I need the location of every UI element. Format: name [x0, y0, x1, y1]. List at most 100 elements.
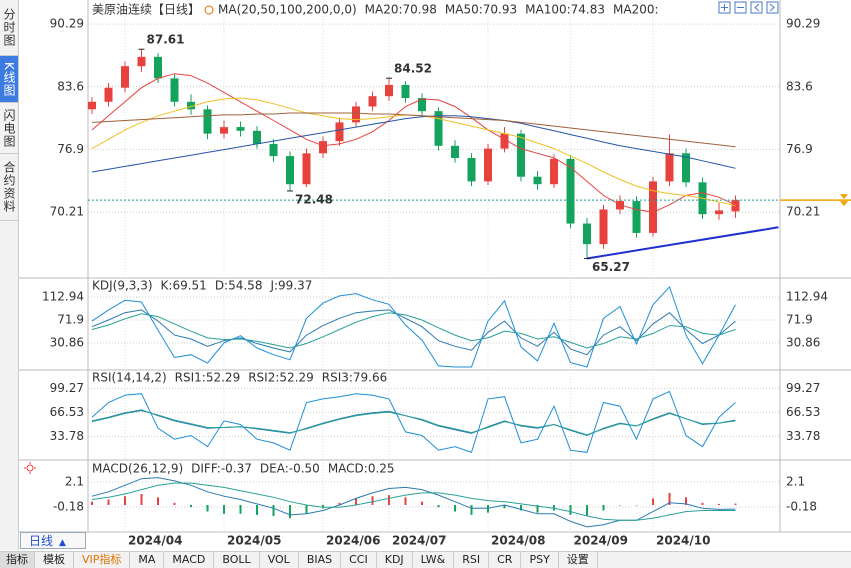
macd-bar: [487, 504, 489, 513]
indicator-tab[interactable]: 设置: [559, 552, 598, 568]
macd-bar: [470, 504, 473, 515]
plot: [88, 49, 740, 259]
series-line: [91, 482, 736, 521]
icon-glyph: [769, 3, 775, 12]
plot: [91, 390, 736, 454]
y-tick-label: 83.6: [57, 79, 84, 93]
candle-body: [302, 153, 311, 185]
macd-bar: [91, 501, 93, 505]
candle-body: [682, 153, 690, 183]
icon-zoom-in[interactable]: [718, 1, 731, 14]
macd-bar: [371, 496, 374, 505]
candle-body: [451, 145, 459, 158]
annotation-label: 87.61: [147, 33, 185, 47]
y-tick-label-right: 83.6: [786, 79, 813, 93]
legend-entry: DEA:-0.50: [260, 462, 320, 476]
macd-bar: [404, 497, 407, 505]
legend-title: KDJ(9,3,3): [92, 279, 153, 293]
side-tab[interactable]: K线图: [0, 56, 18, 103]
indicator-tab[interactable]: PSY: [521, 552, 559, 568]
macd-bar: [305, 504, 308, 514]
candle-body: [88, 101, 96, 110]
macd-bar: [421, 501, 423, 505]
legend-entry: MA20:70.98: [365, 3, 437, 17]
macd-bar: [239, 504, 242, 514]
icon-glyph: [721, 4, 728, 11]
indicator-tab[interactable]: 模板: [35, 552, 74, 568]
icon-zoom-out[interactable]: [734, 1, 747, 14]
candle-body: [599, 209, 608, 245]
x-tick-label: 2024/04: [128, 534, 182, 548]
macd-bar: [437, 504, 440, 508]
y-tick-label-right: 99.27: [786, 381, 820, 395]
candle-body: [104, 87, 113, 102]
series-line: [91, 285, 736, 368]
period-select[interactable]: 日线 ▲: [20, 532, 86, 549]
candle-body: [665, 153, 674, 182]
legend-entry: RSI1:52.29: [175, 371, 241, 385]
macd-bar: [206, 504, 209, 512]
legend-entry: K:69.51: [161, 279, 207, 293]
macd-bar: [157, 497, 159, 505]
plot: [91, 285, 736, 368]
x-tick-label: 2024/05: [227, 534, 281, 548]
trendline: [586, 226, 779, 260]
indicator-toolbar: 指标 模板 VIP指标 MA MACD BOLL VOL BIAS CCI KDJ LW& RSI CR…: [0, 551, 851, 568]
legend-title: MACD(26,12,9): [92, 462, 183, 476]
indicator-tab[interactable]: VIP指标: [74, 552, 131, 568]
macd-bar: [553, 504, 555, 511]
y-tick-label: 70.21: [50, 205, 84, 219]
indicator-tab[interactable]: MACD: [164, 552, 215, 568]
y-tick-label: 71.9: [57, 313, 84, 327]
indicator-tab[interactable]: VOL: [260, 552, 299, 568]
macd-bar: [190, 504, 192, 508]
period-label: 日线: [29, 534, 54, 548]
indicator-tab[interactable]: CCI: [341, 552, 377, 568]
y-tick-label: 99.27: [50, 381, 84, 395]
side-tab[interactable]: 分时图: [0, 0, 18, 56]
annotation-label: 65.27: [592, 260, 630, 274]
legend-entry: RSI2:52.29: [248, 371, 314, 385]
candle-body: [533, 176, 542, 185]
macd-bar: [520, 504, 522, 511]
last-price-arrow: [840, 194, 848, 207]
indicator-tab[interactable]: KDJ: [377, 552, 413, 568]
indicator-tab[interactable]: MA: [130, 552, 165, 568]
macd-bar: [503, 504, 506, 509]
indicator-tab[interactable]: 指标: [0, 552, 35, 568]
indicator-tab[interactable]: BOLL: [214, 552, 260, 568]
macd-bar: [734, 503, 737, 505]
y-tick-label-right: 71.9: [786, 313, 813, 327]
candle-body: [632, 201, 641, 233]
legend-title: 美原油连续: [92, 2, 152, 17]
macd-bar: [107, 499, 110, 505]
indicator-tab[interactable]: LW&: [413, 552, 455, 568]
toolbar-icons: [718, 1, 779, 14]
candle-body: [566, 158, 575, 224]
settings-icon[interactable]: [24, 462, 36, 474]
candle-body: [269, 143, 278, 157]
x-tick-label: 2024/07: [392, 534, 446, 548]
indicator-tab[interactable]: BIAS: [299, 552, 342, 568]
candle-body: [434, 111, 443, 146]
legend-entry: MA50:70.93: [445, 3, 517, 17]
icon-right[interactable]: [766, 1, 779, 14]
legend-icon: [204, 5, 214, 15]
y-tick-label: -0.18: [53, 499, 84, 513]
legend-ma: MA(20,50,100,200,0,0): [218, 3, 357, 17]
x-tick-label: 2024/09: [574, 534, 628, 548]
icon-left[interactable]: [750, 1, 763, 14]
candle-body: [418, 98, 426, 112]
side-tab[interactable]: 合约资料: [0, 154, 18, 221]
macd-bar: [701, 502, 704, 505]
macd-bar: [322, 504, 324, 509]
candle-body: [121, 66, 129, 88]
indicator-tab[interactable]: CR: [489, 552, 522, 568]
indicator-tab[interactable]: RSI: [454, 552, 490, 568]
dropdown-arrow: ▲: [59, 538, 66, 548]
macd-bar: [124, 496, 126, 505]
side-tab[interactable]: 闪电图: [0, 103, 18, 154]
y-tick-label: 2.1: [65, 474, 84, 488]
macd-bar: [173, 502, 176, 505]
x-tick-label: 2024/10: [656, 534, 710, 548]
